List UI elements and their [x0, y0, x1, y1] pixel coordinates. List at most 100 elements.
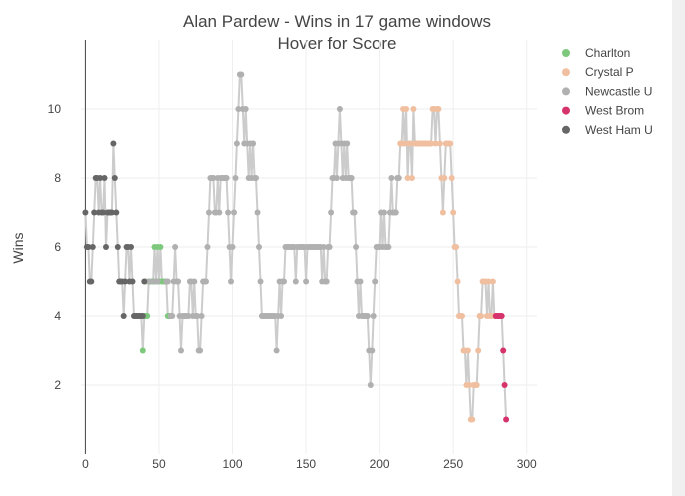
data-point[interactable]: [172, 244, 179, 250]
data-point[interactable]: [353, 244, 360, 250]
data-point[interactable]: [469, 416, 476, 423]
data-point[interactable]: [447, 140, 454, 147]
data-point[interactable]: [198, 313, 205, 319]
data-point[interactable]: [185, 313, 192, 319]
data-point[interactable]: [485, 278, 492, 285]
data-point[interactable]: [100, 209, 107, 216]
data-point[interactable]: [278, 313, 285, 319]
data-point[interactable]: [169, 313, 176, 319]
data-point[interactable]: [147, 278, 154, 285]
data-point[interactable]: [114, 244, 121, 250]
data-point[interactable]: [228, 278, 234, 285]
data-point[interactable]: [101, 175, 108, 181]
data-point[interactable]: [210, 175, 217, 181]
data-point[interactable]: [250, 140, 257, 147]
data-point[interactable]: [336, 106, 343, 112]
data-point[interactable]: [401, 140, 408, 147]
data-point[interactable]: [428, 140, 435, 147]
data-point[interactable]: [351, 209, 358, 216]
data-point[interactable]: [231, 209, 237, 216]
data-point[interactable]: [409, 175, 415, 181]
data-point[interactable]: [254, 209, 261, 216]
legend-item[interactable]: Crystal P: [562, 65, 634, 79]
data-point[interactable]: [113, 209, 120, 216]
data-point[interactable]: [85, 244, 92, 250]
data-point[interactable]: [369, 347, 376, 354]
data-point[interactable]: [206, 209, 212, 216]
data-point[interactable]: [381, 209, 387, 216]
legend-item[interactable]: West Brom: [562, 104, 644, 118]
data-point[interactable]: [82, 209, 89, 216]
data-point[interactable]: [439, 209, 446, 216]
data-point[interactable]: [344, 140, 351, 147]
data-point[interactable]: [91, 209, 98, 216]
data-point[interactable]: [256, 244, 262, 250]
data-point[interactable]: [348, 175, 355, 181]
data-point[interactable]: [89, 244, 96, 250]
data-point[interactable]: [242, 106, 249, 112]
data-point[interactable]: [281, 278, 287, 285]
data-point[interactable]: [410, 106, 417, 112]
data-point[interactable]: [122, 278, 129, 285]
data-point[interactable]: [432, 140, 439, 147]
data-point[interactable]: [466, 382, 473, 388]
data-point[interactable]: [404, 175, 411, 181]
data-point[interactable]: [273, 347, 280, 354]
data-point[interactable]: [154, 278, 161, 285]
data-point[interactable]: [385, 244, 392, 250]
data-point[interactable]: [120, 313, 127, 319]
data-point[interactable]: [489, 278, 496, 285]
data-point[interactable]: [503, 416, 510, 423]
data-point[interactable]: [454, 278, 461, 285]
data-point[interactable]: [326, 244, 333, 250]
data-point[interactable]: [175, 278, 182, 285]
data-point[interactable]: [235, 106, 242, 112]
data-point[interactable]: [129, 278, 136, 285]
data-point[interactable]: [407, 140, 414, 147]
data-point[interactable]: [392, 209, 399, 216]
legend-item[interactable]: Charlton: [562, 46, 630, 60]
data-point[interactable]: [103, 244, 109, 250]
data-point[interactable]: [88, 278, 95, 285]
data-point[interactable]: [473, 382, 480, 388]
data-point[interactable]: [204, 244, 211, 250]
data-point[interactable]: [403, 106, 410, 112]
data-point[interactable]: [357, 278, 364, 285]
data-point[interactable]: [229, 244, 236, 250]
data-point[interactable]: [453, 244, 460, 250]
data-point[interactable]: [238, 71, 245, 78]
data-point[interactable]: [333, 175, 340, 181]
legend[interactable]: Charlton Crystal P Newcastle U West Brom Wes…: [562, 46, 653, 137]
data-point[interactable]: [197, 347, 204, 354]
data-point[interactable]: [164, 278, 171, 285]
data-point[interactable]: [110, 140, 117, 147]
data-point[interactable]: [364, 313, 371, 319]
data-point[interactable]: [257, 278, 264, 285]
legend-item[interactable]: West Ham U: [562, 123, 653, 137]
data-point[interactable]: [203, 278, 209, 285]
data-point[interactable]: [498, 313, 505, 319]
data-point[interactable]: [372, 278, 379, 285]
data-point[interactable]: [303, 278, 310, 285]
data-point[interactable]: [478, 313, 485, 319]
data-point[interactable]: [448, 175, 455, 181]
data-point[interactable]: [139, 347, 146, 354]
data-point[interactable]: [191, 278, 198, 285]
data-point[interactable]: [111, 175, 118, 181]
data-point[interactable]: [500, 347, 507, 354]
data-point[interactable]: [233, 140, 240, 147]
data-point[interactable]: [388, 175, 395, 181]
data-point[interactable]: [194, 313, 201, 319]
legend-item[interactable]: Newcastle U: [562, 84, 652, 98]
data-point[interactable]: [395, 175, 402, 181]
data-point[interactable]: [323, 278, 330, 285]
data-point[interactable]: [97, 175, 104, 181]
data-point[interactable]: [225, 209, 232, 216]
data-point[interactable]: [108, 209, 115, 216]
data-point[interactable]: [441, 175, 448, 181]
data-point[interactable]: [253, 175, 259, 181]
data-point[interactable]: [141, 278, 148, 285]
data-point[interactable]: [501, 382, 508, 388]
data-point[interactable]: [128, 244, 134, 250]
data-point[interactable]: [144, 313, 151, 319]
